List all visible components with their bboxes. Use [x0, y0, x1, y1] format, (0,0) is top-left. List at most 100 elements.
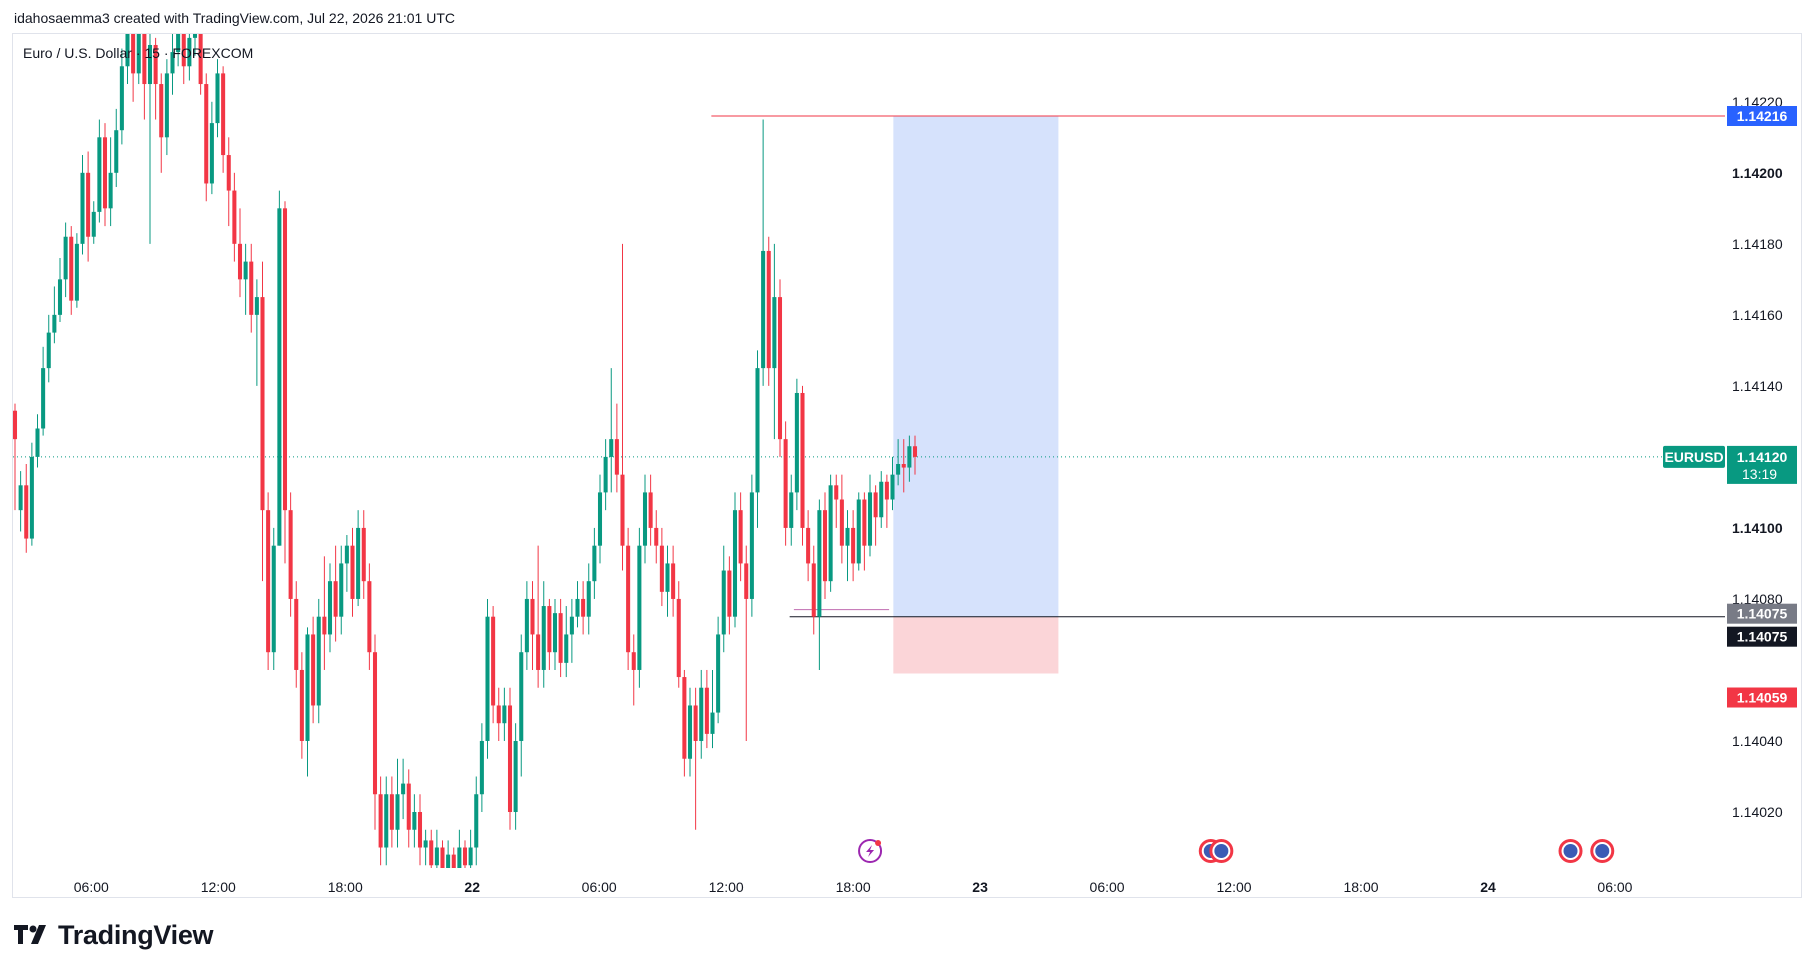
candle-body[interactable] [63, 236, 68, 280]
candle-body[interactable] [817, 510, 822, 617]
candle-body[interactable] [395, 794, 400, 830]
candle-body[interactable] [108, 172, 113, 209]
candle-body[interactable] [131, 24, 136, 74]
candle-body[interactable] [69, 236, 74, 301]
candle-body[interactable] [176, 13, 181, 53]
candle-body[interactable] [170, 52, 175, 74]
candle-body[interactable] [412, 812, 417, 830]
candle-body[interactable] [417, 812, 423, 848]
candle-body[interactable] [822, 510, 828, 582]
candle-body[interactable] [181, 13, 186, 67]
candle-body[interactable] [755, 368, 760, 493]
candle-body[interactable] [834, 485, 839, 500]
candle-body[interactable] [468, 847, 473, 866]
candle-body[interactable] [884, 481, 889, 500]
candle-body[interactable] [322, 616, 327, 635]
candle-body[interactable] [502, 705, 507, 724]
candle-body[interactable] [249, 261, 254, 315]
candle-body[interactable] [226, 155, 231, 191]
candle-body[interactable] [491, 616, 496, 706]
candle-body[interactable] [654, 527, 659, 546]
candle-body[interactable] [316, 616, 321, 706]
candle-body[interactable] [136, 13, 141, 74]
candle-body[interactable] [52, 314, 57, 333]
candle-body[interactable] [676, 598, 681, 678]
candle-body[interactable] [142, 13, 147, 85]
candle-body[interactable] [845, 527, 850, 546]
candle-body[interactable] [237, 243, 243, 280]
candle-body[interactable] [384, 794, 389, 848]
candle-body[interactable] [896, 464, 901, 475]
candle-body[interactable] [794, 392, 799, 493]
candle-body[interactable] [187, 37, 192, 67]
candle-body[interactable] [474, 794, 479, 848]
candle-body[interactable] [912, 446, 918, 457]
candle-body[interactable] [575, 598, 580, 617]
candle-body[interactable] [209, 123, 214, 184]
candle-body[interactable] [811, 563, 816, 617]
candle-body[interactable] [609, 439, 614, 457]
candle-body[interactable] [372, 652, 378, 795]
candle-body[interactable] [333, 581, 338, 617]
candle-body[interactable] [159, 84, 164, 138]
candle-body[interactable] [851, 527, 856, 564]
candle-body[interactable] [699, 687, 704, 741]
candle-body[interactable] [288, 510, 293, 599]
candle-body[interactable] [879, 481, 884, 518]
candle-body[interactable] [631, 652, 636, 670]
candle-body[interactable] [738, 510, 743, 564]
candle-body[interactable] [800, 392, 805, 528]
candle-body[interactable] [777, 297, 783, 440]
candle-body[interactable] [806, 527, 811, 564]
candle-body[interactable] [24, 485, 29, 539]
candle-body[interactable] [603, 456, 608, 493]
candle-body[interactable] [839, 499, 844, 546]
candle-body[interactable] [732, 510, 738, 617]
candle-body[interactable] [744, 563, 749, 599]
candle-body[interactable] [462, 847, 468, 866]
candle-body[interactable] [13, 410, 18, 440]
candle-body[interactable] [434, 847, 439, 866]
candle-body[interactable] [856, 499, 861, 564]
candle-body[interactable] [446, 854, 451, 873]
candle-body[interactable] [592, 545, 597, 582]
candle-body[interactable] [637, 545, 642, 670]
candle-body[interactable] [873, 492, 878, 518]
candle-body[interactable] [721, 570, 726, 635]
candle-body[interactable] [266, 510, 271, 653]
candle-body[interactable] [119, 66, 124, 131]
candle-body[interactable] [766, 250, 771, 369]
candle-body[interactable] [693, 705, 698, 741]
candle-body[interactable] [564, 634, 569, 663]
candle-body[interactable] [204, 84, 209, 184]
candle-body[interactable] [783, 439, 788, 528]
candle-body[interactable] [682, 677, 687, 759]
candle-body[interactable] [243, 261, 248, 280]
candle-body[interactable] [153, 44, 158, 85]
position-target-zone[interactable] [893, 116, 1059, 617]
candle-body[interactable] [147, 44, 153, 85]
candle-body[interactable] [597, 492, 603, 546]
candle-body[interactable] [772, 297, 777, 369]
candle-body[interactable] [710, 712, 715, 734]
candle-body[interactable] [46, 332, 51, 369]
candle-body[interactable] [451, 854, 456, 876]
candle-body[interactable] [901, 464, 906, 468]
candle-body[interactable] [530, 598, 535, 635]
candle-body[interactable] [862, 499, 867, 546]
candle-body[interactable] [344, 545, 349, 564]
candle-body[interactable] [541, 606, 546, 670]
candle-body[interactable] [485, 616, 490, 741]
candle-body[interactable] [271, 545, 276, 653]
candle-body[interactable] [648, 492, 653, 528]
candle-body[interactable] [513, 740, 518, 812]
candle-body[interactable] [74, 243, 79, 301]
candle-body[interactable] [18, 485, 23, 511]
candle-body[interactable] [761, 250, 766, 369]
candle-body[interactable] [125, 24, 130, 67]
candle-body[interactable] [41, 368, 46, 429]
candle-body[interactable] [305, 634, 310, 741]
candle-body[interactable] [254, 297, 259, 315]
candle-body[interactable] [91, 211, 96, 237]
